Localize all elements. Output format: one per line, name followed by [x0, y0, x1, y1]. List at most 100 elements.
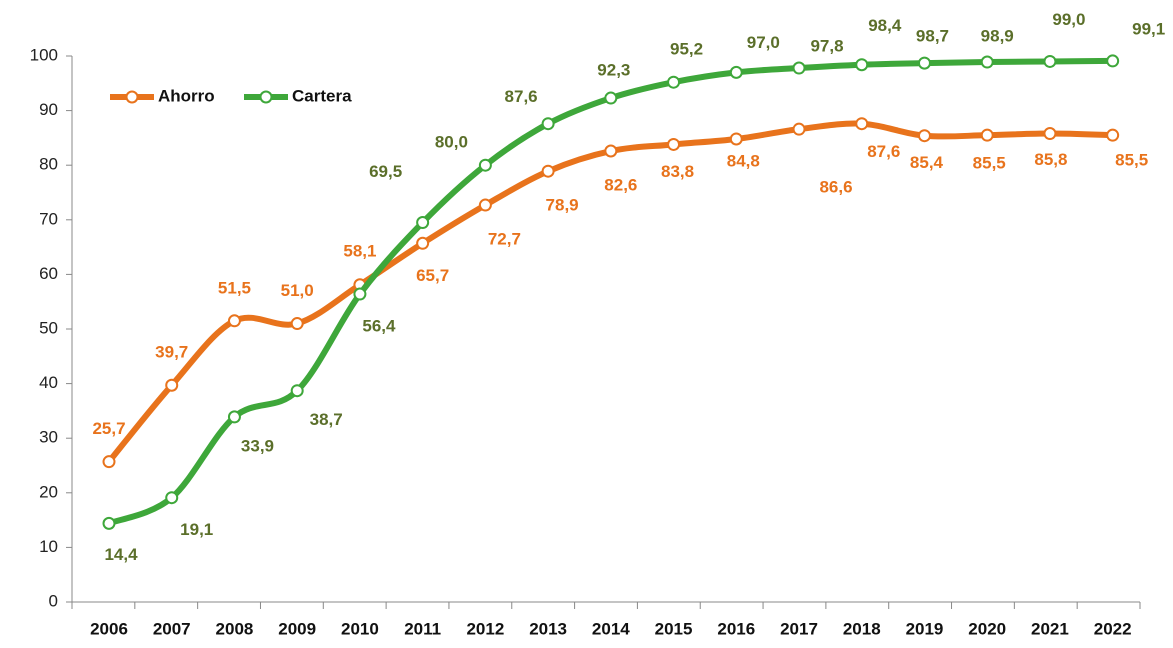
data-label: 69,5 — [369, 162, 402, 181]
data-label: 58,1 — [343, 241, 376, 260]
marker — [227, 410, 241, 424]
data-label: 98,4 — [868, 16, 902, 35]
x-tick-label: 2019 — [906, 619, 944, 638]
marker — [165, 378, 179, 392]
data-label: 56,4 — [362, 317, 396, 336]
data-label: 72,7 — [488, 230, 521, 249]
y-tick-label: 40 — [39, 373, 58, 392]
data-label: 97,0 — [747, 33, 780, 52]
legend-label: Cartera — [292, 86, 352, 105]
marker — [541, 164, 555, 178]
y-tick-label: 100 — [30, 45, 58, 64]
marker — [917, 56, 931, 70]
data-label: 83,8 — [661, 162, 694, 181]
data-label: 98,7 — [916, 27, 949, 46]
marker — [353, 287, 367, 301]
data-label: 86,6 — [819, 178, 852, 197]
y-tick-label: 0 — [49, 591, 58, 610]
x-tick-label: 2017 — [780, 619, 818, 638]
x-tick-label: 2013 — [529, 619, 567, 638]
x-tick-label: 2011 — [404, 619, 441, 638]
data-label: 85,5 — [973, 154, 1006, 173]
legend-marker — [259, 90, 273, 104]
x-tick-label: 2021 — [1031, 619, 1069, 638]
marker — [290, 317, 304, 331]
marker — [102, 516, 116, 530]
marker — [792, 122, 806, 136]
data-label: 19,1 — [180, 520, 213, 539]
marker — [416, 236, 430, 250]
marker — [604, 144, 618, 158]
x-tick-label: 2010 — [341, 619, 379, 638]
y-tick-label: 90 — [39, 100, 58, 119]
data-label: 99,1 — [1132, 19, 1165, 38]
x-tick-label: 2009 — [278, 619, 316, 638]
marker — [855, 117, 869, 131]
marker — [478, 158, 492, 172]
data-label: 92,3 — [597, 61, 630, 80]
data-label: 78,9 — [546, 196, 579, 215]
marker — [604, 91, 618, 105]
marker — [478, 198, 492, 212]
data-label: 95,2 — [670, 40, 703, 59]
marker — [1043, 54, 1057, 68]
marker — [290, 384, 304, 398]
marker — [917, 129, 931, 143]
data-label: 38,7 — [310, 410, 343, 429]
legend-marker — [125, 90, 139, 104]
x-tick-label: 2016 — [717, 619, 755, 638]
marker — [792, 61, 806, 75]
x-tick-label: 2008 — [216, 619, 254, 638]
y-tick-label: 60 — [39, 264, 58, 283]
marker — [416, 216, 430, 230]
marker — [1106, 128, 1120, 142]
y-tick-label: 80 — [39, 155, 58, 174]
line — [106, 120, 1116, 465]
data-label: 97,8 — [810, 36, 843, 55]
x-tick-label: 2007 — [153, 619, 191, 638]
data-label: 39,7 — [155, 343, 188, 362]
y-tick-label: 30 — [39, 428, 58, 447]
data-label: 99,0 — [1052, 10, 1085, 29]
x-tick-label: 2020 — [968, 619, 1006, 638]
y-tick-label: 10 — [39, 537, 58, 556]
x-tick-label: 2006 — [90, 619, 128, 638]
marker — [667, 137, 681, 151]
data-label: 51,0 — [281, 281, 314, 300]
data-label: 85,4 — [910, 153, 944, 172]
data-label: 65,7 — [416, 266, 449, 285]
data-label: 14,4 — [104, 545, 138, 564]
marker — [1043, 127, 1057, 141]
data-label: 25,7 — [92, 419, 125, 438]
x-tick-label: 2012 — [466, 619, 504, 638]
data-label: 82,6 — [604, 175, 637, 194]
data-label: 98,9 — [981, 26, 1014, 45]
data-label: 80,0 — [435, 133, 468, 152]
marker — [541, 117, 555, 131]
x-tick-label: 2014 — [592, 619, 630, 638]
marker — [729, 65, 743, 79]
marker — [980, 55, 994, 69]
data-label: 84,8 — [727, 151, 760, 170]
x-tick-label: 2022 — [1094, 619, 1132, 638]
legend-label: Ahorro — [158, 86, 215, 105]
data-label: 85,8 — [1034, 150, 1067, 169]
x-tick-label: 2015 — [655, 619, 693, 638]
marker — [227, 314, 241, 328]
y-tick-label: 50 — [39, 318, 58, 337]
marker — [1106, 54, 1120, 68]
marker — [165, 491, 179, 505]
data-label: 87,6 — [505, 87, 538, 106]
marker — [855, 58, 869, 72]
marker — [102, 455, 116, 469]
marker — [667, 75, 681, 89]
data-label: 33,9 — [241, 436, 274, 455]
y-tick-label: 70 — [39, 209, 58, 228]
marker — [980, 128, 994, 142]
data-label: 51,5 — [218, 278, 251, 297]
data-label: 87,6 — [867, 142, 900, 161]
marker — [729, 132, 743, 146]
y-tick-label: 20 — [39, 482, 58, 501]
x-tick-label: 2018 — [843, 619, 881, 638]
